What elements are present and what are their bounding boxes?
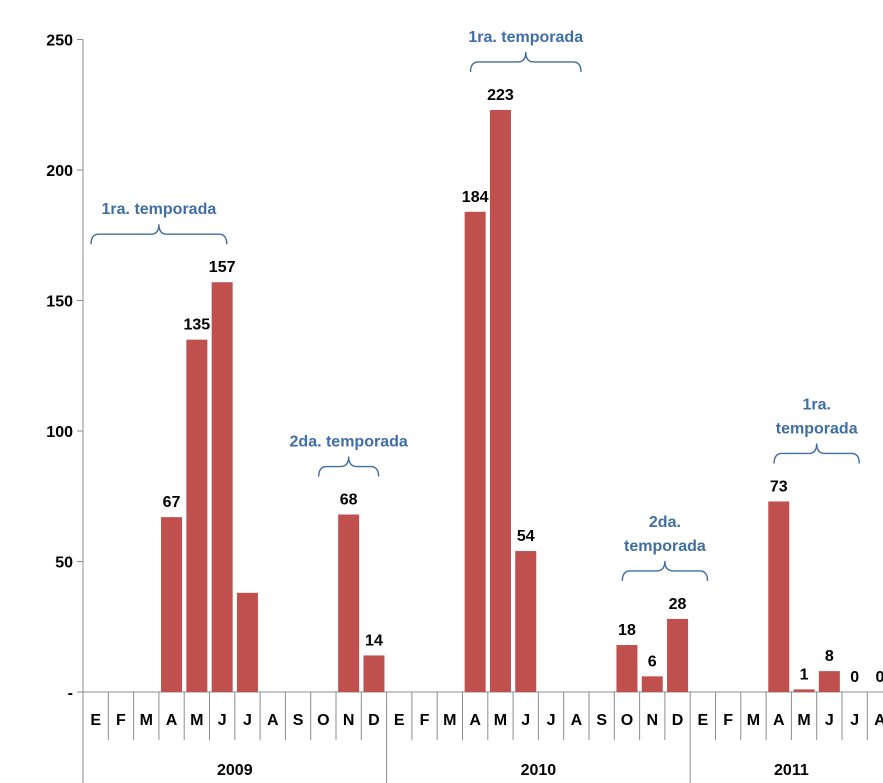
season-label: 2da. <box>649 514 681 531</box>
bar <box>236 592 258 692</box>
data-label: 8 <box>825 648 834 665</box>
data-label: 67 <box>163 494 181 511</box>
x-tick-label: J <box>825 712 834 729</box>
x-tick-label: A <box>874 712 883 729</box>
bar <box>464 211 486 692</box>
x-tick-label: M <box>797 712 810 729</box>
y-tick-label: 250 <box>46 33 73 50</box>
bar <box>211 282 233 692</box>
bar <box>161 517 183 692</box>
season-annotations: 1ra. temporada 2da. temporada 1ra. tempora… <box>90 29 860 581</box>
bar <box>489 109 511 693</box>
x-tick-label: O <box>621 712 633 729</box>
x-tick-label: F <box>723 712 733 729</box>
x-tick-label: O <box>317 712 329 729</box>
year-label: 2011 <box>774 762 809 779</box>
season-brace <box>621 560 709 581</box>
data-label: 0 <box>850 669 859 686</box>
season-brace <box>469 51 582 72</box>
y-tick-label: 200 <box>46 163 73 180</box>
y-tick-label: - <box>68 685 73 702</box>
bar <box>768 501 790 692</box>
season-brace <box>773 443 860 464</box>
bar <box>793 689 815 692</box>
x-tick-label: D <box>368 712 380 729</box>
season-label: 1ra. <box>802 396 830 413</box>
data-label: 68 <box>340 492 358 509</box>
data-label: 135 <box>183 317 210 334</box>
data-label: 18 <box>618 622 636 639</box>
bars <box>161 109 840 693</box>
season-label: temporada <box>776 420 858 437</box>
data-label: 14 <box>365 632 383 649</box>
y-tick-label: 100 <box>46 424 73 441</box>
x-tick-label: J <box>850 712 859 729</box>
season-label: 1ra. temporada <box>468 29 583 46</box>
x-tick-label: D <box>672 712 684 729</box>
x-tick-label: A <box>267 712 279 729</box>
x-tick-label: A <box>166 712 178 729</box>
data-label: 0 <box>875 669 883 686</box>
bar <box>515 551 537 692</box>
x-tick-label: F <box>420 712 430 729</box>
bar <box>667 618 689 692</box>
bar <box>338 514 360 692</box>
season-label: 1ra. temporada <box>102 201 217 218</box>
x-tick-label: J <box>547 712 556 729</box>
season-label: 2da. temporada <box>290 434 408 451</box>
x-tick-label: N <box>343 712 355 729</box>
bar <box>616 645 638 692</box>
x-tick-label: M <box>494 712 507 729</box>
x-tick-label: F <box>116 712 126 729</box>
x-tick-label: M <box>190 712 203 729</box>
x-tick-label: E <box>698 712 709 729</box>
data-label: 1 <box>800 666 809 683</box>
data-label: 28 <box>669 596 687 613</box>
season-brace <box>318 456 380 477</box>
year-label: 2010 <box>521 762 557 779</box>
x-tick-label: S <box>293 712 304 729</box>
x-tick-label: M <box>747 712 760 729</box>
bar <box>641 676 663 692</box>
x-tick-label: M <box>140 712 153 729</box>
y-tick-label: 50 <box>55 555 73 572</box>
season-label: temporada <box>624 538 706 555</box>
x-tick-label: A <box>773 712 785 729</box>
x-tick-label: S <box>596 712 607 729</box>
x-tick-label: E <box>90 712 101 729</box>
bar <box>186 339 208 692</box>
data-label: 223 <box>487 87 514 104</box>
y-tick-label: 150 <box>46 294 73 311</box>
x-tick-label: J <box>243 712 252 729</box>
bar <box>818 671 840 692</box>
x-tick-label: A <box>469 712 481 729</box>
data-label: 157 <box>209 259 236 276</box>
x-tick-label: N <box>646 712 658 729</box>
season-brace <box>90 224 228 245</box>
x-tick-label: M <box>443 712 456 729</box>
x-tick-label: E <box>394 712 405 729</box>
x-tick-label: J <box>521 712 530 729</box>
data-label: 6 <box>648 653 657 670</box>
x-tick-label: A <box>571 712 583 729</box>
x-tick-label: J <box>218 712 227 729</box>
data-label: 184 <box>462 189 489 206</box>
bar <box>363 655 385 692</box>
data-label: 73 <box>770 478 788 495</box>
data-label: 54 <box>517 528 535 545</box>
year-label: 2009 <box>217 762 253 779</box>
